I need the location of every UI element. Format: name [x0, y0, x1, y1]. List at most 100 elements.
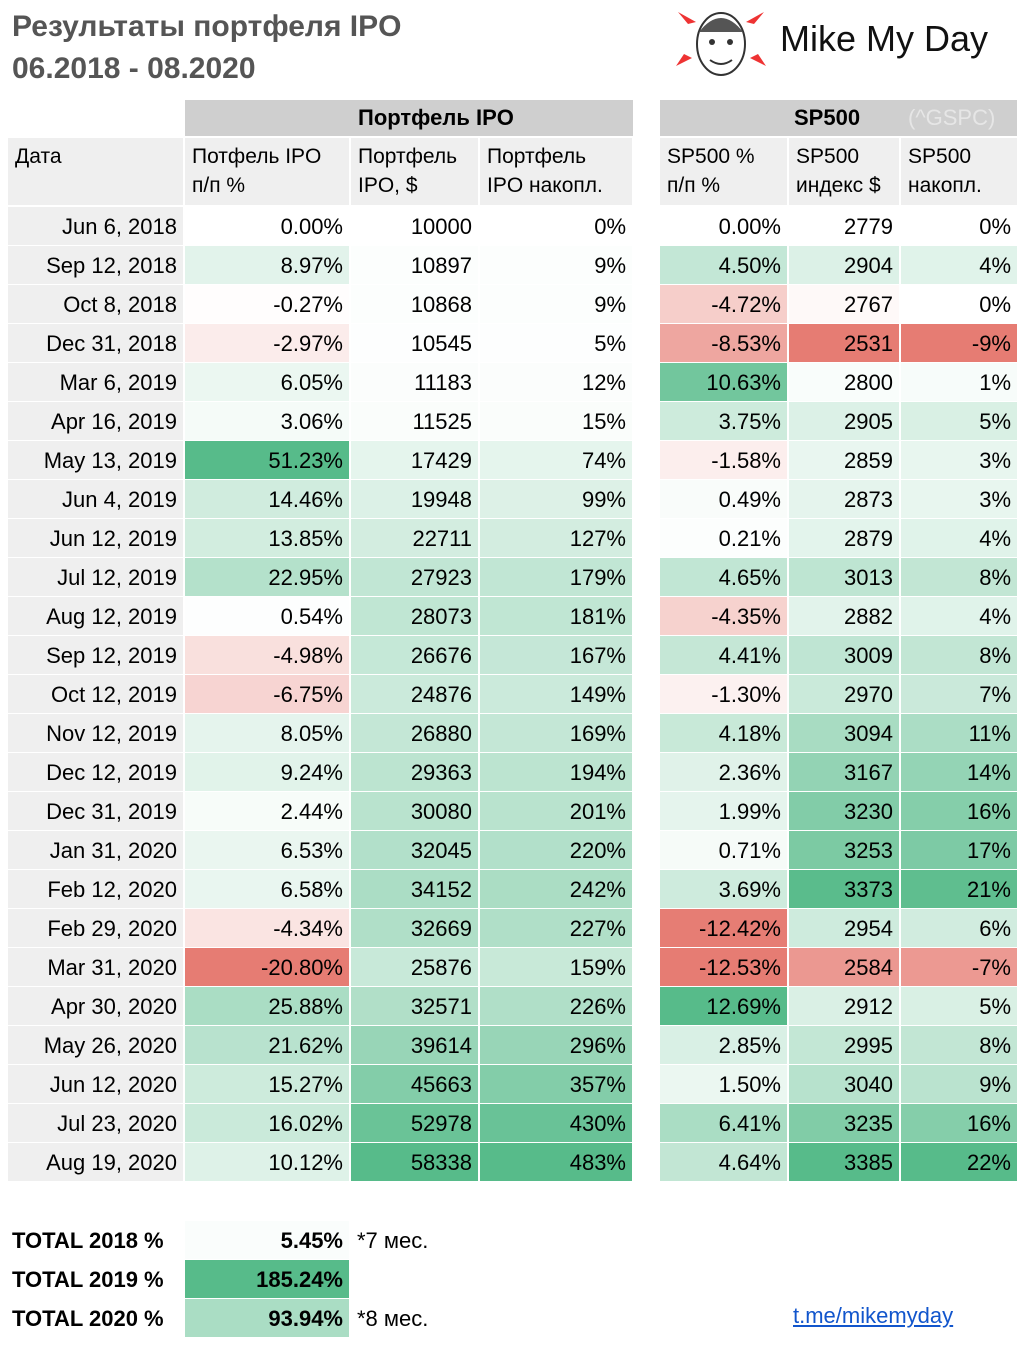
value-cell: 21% — [901, 870, 1017, 908]
date-cell: Feb 29, 2020 — [8, 909, 183, 947]
value-cell: 25876 — [351, 948, 478, 986]
total-note: *8 мес. — [357, 1306, 429, 1331]
value-cell: 24876 — [351, 675, 478, 713]
value-cell: 0.21% — [660, 519, 787, 557]
value-cell: 15.27% — [185, 1065, 349, 1103]
value-cell: 483% — [480, 1143, 632, 1181]
value-cell: -0.27% — [185, 285, 349, 323]
value-cell: 3167 — [789, 753, 899, 791]
value-cell: 6.58% — [185, 870, 349, 908]
value-cell: 7% — [901, 675, 1017, 713]
column-header-line: SP500 % — [667, 145, 755, 168]
value-cell: 8% — [901, 636, 1017, 674]
column-header-line: индекс $ — [796, 174, 881, 197]
value-cell: 169% — [480, 714, 632, 752]
value-cell: 0.49% — [660, 480, 787, 518]
value-cell: 10.63% — [660, 363, 787, 401]
value-cell: 3253 — [789, 831, 899, 869]
date-cell: Dec 31, 2018 — [8, 324, 183, 362]
value-cell: 13.85% — [185, 519, 349, 557]
date-cell: Apr 16, 2019 — [8, 402, 183, 440]
value-cell: 14% — [901, 753, 1017, 791]
value-cell: 34152 — [351, 870, 478, 908]
value-cell: -1.58% — [660, 441, 787, 479]
date-cell: Mar 6, 2019 — [8, 363, 183, 401]
column-header-line: IPO накопл. — [487, 174, 603, 197]
value-cell: 3373 — [789, 870, 899, 908]
value-cell: 227% — [480, 909, 632, 947]
value-cell: 4.65% — [660, 558, 787, 596]
value-cell: 52978 — [351, 1104, 478, 1142]
value-cell: 3.06% — [185, 402, 349, 440]
value-cell: 2879 — [789, 519, 899, 557]
value-cell: 2905 — [789, 402, 899, 440]
value-cell: 181% — [480, 597, 632, 635]
total-value: 185.24% — [185, 1260, 349, 1298]
value-cell: 4% — [901, 519, 1017, 557]
total-label: TOTAL 2019 % — [12, 1267, 164, 1292]
date-cell: Jun 12, 2020 — [8, 1065, 183, 1103]
value-cell: 29363 — [351, 753, 478, 791]
value-cell: 4.18% — [660, 714, 787, 752]
value-cell: 30080 — [351, 792, 478, 830]
date-cell: Aug 19, 2020 — [8, 1143, 183, 1181]
value-cell: 226% — [480, 987, 632, 1025]
value-cell: 2995 — [789, 1026, 899, 1064]
value-cell: -20.80% — [185, 948, 349, 986]
value-cell: 16% — [901, 1104, 1017, 1142]
value-cell: 2954 — [789, 909, 899, 947]
value-cell: 99% — [480, 480, 632, 518]
date-cell: Jun 12, 2019 — [8, 519, 183, 557]
value-cell: -9% — [901, 324, 1017, 362]
value-cell: 1.99% — [660, 792, 787, 830]
value-cell: 2859 — [789, 441, 899, 479]
value-cell: 17% — [901, 831, 1017, 869]
value-cell: 32045 — [351, 831, 478, 869]
total-label: TOTAL 2018 % — [12, 1228, 164, 1253]
value-cell: 10.12% — [185, 1143, 349, 1181]
value-cell: 39614 — [351, 1026, 478, 1064]
date-cell: Dec 31, 2019 — [8, 792, 183, 830]
value-cell: -4.98% — [185, 636, 349, 674]
value-cell: 11% — [901, 714, 1017, 752]
column-header-line: Портфель — [487, 145, 587, 168]
value-cell: 32669 — [351, 909, 478, 947]
value-cell: -12.53% — [660, 948, 787, 986]
value-cell: 4.41% — [660, 636, 787, 674]
value-cell: 3094 — [789, 714, 899, 752]
date-cell: Mar 31, 2020 — [8, 948, 183, 986]
value-cell: 6% — [901, 909, 1017, 947]
value-cell: 3.75% — [660, 402, 787, 440]
value-cell: 296% — [480, 1026, 632, 1064]
value-cell: 0.00% — [660, 207, 787, 245]
value-cell: 9% — [901, 1065, 1017, 1103]
value-cell: 2970 — [789, 675, 899, 713]
column-header-line: Потфель IPO — [192, 145, 322, 168]
value-cell: 2873 — [789, 480, 899, 518]
column-header-line: SP500 — [796, 145, 860, 168]
value-cell: 9% — [480, 285, 632, 323]
column-header-line: п/п % — [192, 174, 246, 197]
value-cell: 2.36% — [660, 753, 787, 791]
value-cell: -4.35% — [660, 597, 787, 635]
value-cell: 0.00% — [185, 207, 349, 245]
brand: Mike My Day — [780, 18, 989, 59]
column-header: Потфель IPO п/п % — [185, 138, 349, 205]
link[interactable]: t.me/mikemyday — [793, 1303, 954, 1328]
value-cell: 430% — [480, 1104, 632, 1142]
date-cell: May 13, 2019 — [8, 441, 183, 479]
date-cell: Jul 23, 2020 — [8, 1104, 183, 1142]
value-cell: 159% — [480, 948, 632, 986]
value-cell: 9% — [480, 246, 632, 284]
value-cell: 4% — [901, 246, 1017, 284]
value-cell: 21.62% — [185, 1026, 349, 1064]
value-cell: 2531 — [789, 324, 899, 362]
value-cell: 15% — [480, 402, 632, 440]
value-cell: 14.46% — [185, 480, 349, 518]
date-cell: Apr 30, 2020 — [8, 987, 183, 1025]
title-line: 06.2018 - 08.2020 — [12, 52, 256, 85]
value-cell: 0% — [480, 207, 632, 245]
value-cell: 4.50% — [660, 246, 787, 284]
value-cell: 149% — [480, 675, 632, 713]
